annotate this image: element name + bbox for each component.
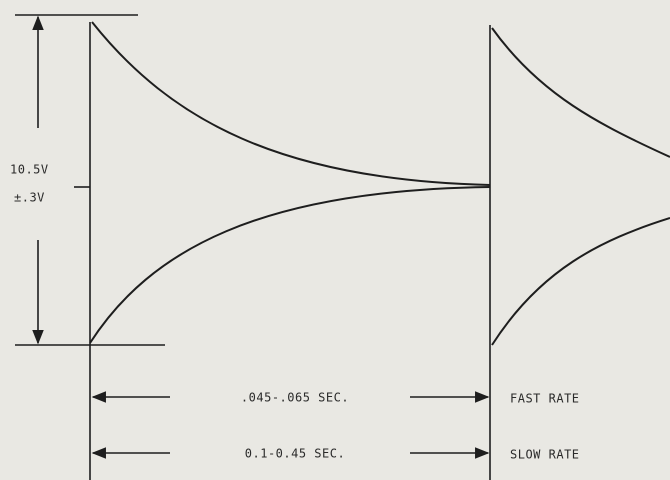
rate-label: FAST RATE: [510, 392, 580, 406]
decay-curve-upper: [91, 21, 491, 186]
decay-curve-lower-next: [491, 217, 670, 346]
amplitude-label: 10.5V: [10, 163, 49, 177]
tolerance-label: ±.3V: [14, 191, 45, 205]
duration-label: 0.1-0.45 SEC.: [245, 447, 345, 461]
decay-curve-upper-next: [491, 27, 670, 158]
rate-label: SLOW RATE: [510, 448, 580, 462]
duration-label: .045-.065 SEC.: [241, 391, 349, 405]
decay-curve-lower: [89, 186, 491, 344]
